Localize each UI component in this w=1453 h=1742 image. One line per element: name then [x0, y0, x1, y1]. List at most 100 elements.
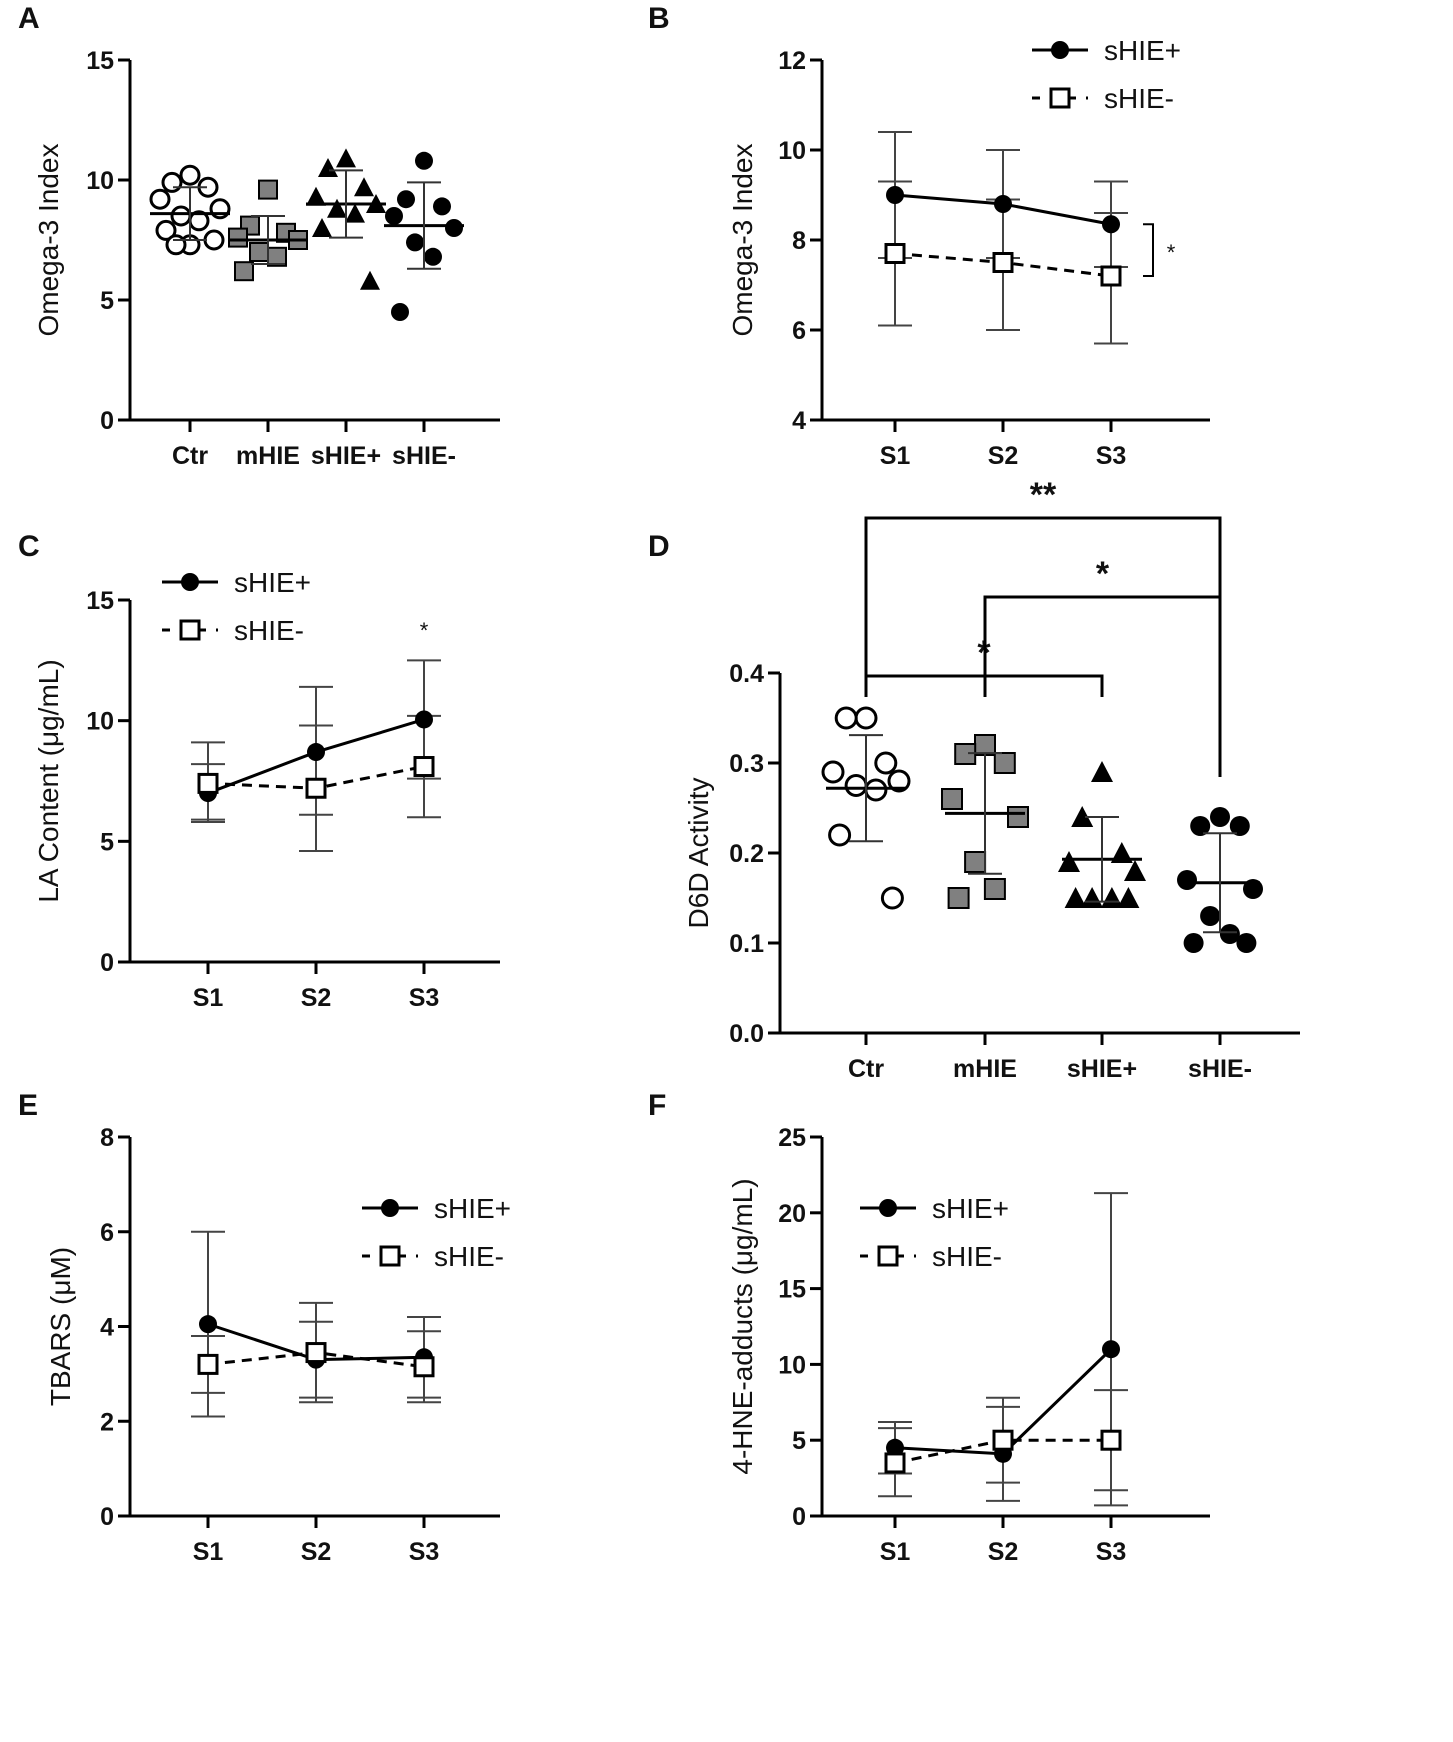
x-tick-label: mHIE: [953, 1055, 1017, 1083]
data-point: [397, 190, 415, 209]
y-tick-label: 8: [100, 1124, 114, 1152]
y-tick-label: 5: [792, 1427, 806, 1455]
data-point: [360, 270, 380, 290]
data-point: [1100, 887, 1123, 908]
y-tick-label: 15: [86, 587, 114, 615]
x-tick-label: S2: [988, 442, 1019, 470]
data-point: [854, 706, 878, 730]
legend-label: sHIE-: [932, 1241, 1002, 1272]
series-point-sHIE-: [413, 756, 435, 778]
series-point-sHIE+: [1102, 1340, 1120, 1359]
data-point: [1229, 816, 1250, 836]
panel-label-A: A: [18, 2, 40, 35]
series-point-sHIE-: [884, 1452, 906, 1474]
y-tick-label: 6: [100, 1219, 114, 1247]
y-tick-label: 0: [100, 949, 114, 977]
x-tick-label: S2: [301, 1538, 332, 1566]
data-point: [258, 179, 278, 200]
x-tick-label: S3: [1096, 442, 1127, 470]
y-axis-title: D6D Activity: [683, 778, 714, 929]
legend-label: sHIE+: [234, 567, 311, 598]
data-point: [941, 788, 963, 810]
legend-label: sHIE+: [932, 1193, 1009, 1224]
data-point: [1200, 906, 1221, 926]
data-point: [1124, 860, 1146, 881]
legend-marker: [381, 1199, 399, 1217]
data-point: [887, 769, 911, 793]
data-point: [406, 233, 424, 252]
data-point: [1117, 887, 1140, 908]
x-tick-label: S1: [880, 1538, 911, 1566]
data-point: [155, 219, 177, 241]
x-tick-label: sHIE-: [392, 442, 456, 470]
y-tick-label: 0: [100, 1503, 114, 1531]
y-axis-title: Omega-3 Index: [33, 144, 64, 337]
significance-label: *: [1096, 555, 1110, 593]
series-point-sHIE+: [994, 195, 1012, 213]
y-tick-label: 0.1: [729, 930, 764, 958]
panel-label-F: F: [648, 1089, 666, 1122]
data-point: [391, 303, 409, 321]
x-tick-label: S3: [409, 984, 440, 1012]
x-tick-label: Ctr: [848, 1055, 884, 1083]
legend-label: sHIE+: [1104, 35, 1181, 66]
y-tick-label: 15: [86, 47, 114, 75]
x-tick-label: sHIE+: [1067, 1055, 1137, 1083]
data-point: [354, 177, 374, 197]
series-point-sHIE+: [415, 710, 433, 729]
data-point: [345, 203, 365, 223]
y-tick-label: 5: [100, 828, 114, 856]
data-point: [828, 823, 852, 847]
y-tick-label: 20: [778, 1200, 806, 1228]
data-point: [318, 158, 338, 177]
x-tick-label: sHIE+: [311, 442, 381, 470]
data-point: [203, 229, 225, 251]
x-tick-label: sHIE-: [1188, 1055, 1252, 1083]
x-tick-label: S3: [409, 1538, 440, 1566]
series-point-sHIE-: [305, 1342, 327, 1364]
data-point: [1190, 816, 1211, 836]
y-tick-label: 0.4: [729, 660, 764, 688]
legend-label: sHIE-: [1104, 83, 1174, 114]
y-axis-title: 4-HNE-adducts (μg/mL): [727, 1178, 758, 1474]
significance-bracket: [864, 516, 1222, 777]
data-point: [249, 242, 269, 262]
data-point: [445, 219, 463, 237]
y-tick-label: 10: [86, 167, 114, 195]
data-point: [1081, 887, 1104, 908]
y-tick-label: 0.0: [729, 1020, 764, 1048]
series-point-sHIE-: [992, 1429, 1014, 1451]
y-tick-label: 6: [792, 317, 806, 345]
x-tick-label: S1: [193, 1538, 224, 1566]
y-tick-label: 15: [778, 1276, 806, 1304]
legend-label: sHIE-: [234, 615, 304, 646]
series-point-sHIE-: [197, 772, 219, 794]
data-point: [947, 887, 970, 909]
y-axis-title: TBARS (μM): [45, 1247, 76, 1406]
data-point: [385, 207, 403, 225]
y-tick-label: 10: [86, 708, 114, 736]
panel-label-B: B: [648, 2, 670, 35]
data-point: [415, 151, 433, 170]
data-point: [336, 148, 356, 168]
series-point-sHIE+: [1102, 215, 1120, 234]
data-point: [1007, 806, 1029, 828]
data-point: [964, 851, 987, 873]
data-point: [312, 218, 332, 237]
series-point-sHIE-: [413, 1356, 435, 1378]
series-point-sHIE+: [199, 1315, 217, 1334]
y-tick-label: 8: [792, 227, 806, 255]
y-tick-label: 2: [100, 1408, 114, 1436]
y-tick-label: 10: [778, 1351, 806, 1379]
series-point-sHIE-: [884, 243, 906, 264]
legend-marker: [1049, 87, 1071, 109]
legend-marker: [877, 1245, 899, 1267]
y-tick-label: 5: [100, 287, 114, 315]
y-tick-label: 4: [792, 407, 806, 435]
data-point: [306, 186, 326, 206]
panel-label-E: E: [18, 1089, 38, 1122]
legend-marker: [179, 619, 201, 641]
series-point-sHIE+: [886, 1438, 904, 1457]
data-point: [161, 171, 183, 193]
y-tick-label: 10: [778, 137, 806, 165]
